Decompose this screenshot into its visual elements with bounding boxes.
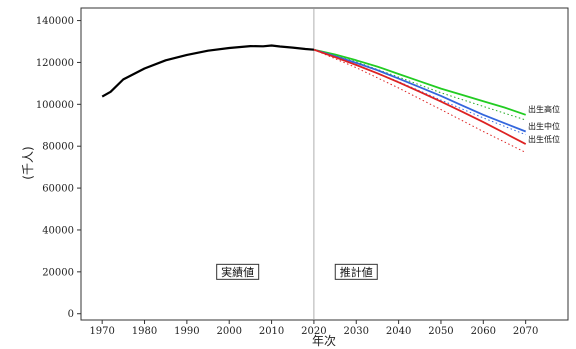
x-tick-label: 1980 (132, 326, 157, 337)
y-tick-label: 40000 (42, 225, 74, 236)
x-tick-label: 2020 (301, 326, 326, 337)
y-axis-title: (千人) (21, 146, 35, 179)
y-tick-label: 0 (68, 309, 74, 320)
y-axis-ticks: 0 20000 40000 60000 80000 100000 120000 140000 (36, 16, 81, 320)
x-tick-label: 2070 (513, 326, 538, 337)
annotation-box (334, 263, 378, 280)
x-axis-ticks: 1970 1980 1990 2000 2010 2020 2030 2040 2050 2060… (89, 320, 538, 337)
annotation-label: 実績値 (221, 265, 254, 279)
x-tick-label: 2000 (216, 326, 241, 337)
annotation-label: 推計値 (340, 265, 373, 279)
series-line-actual (101, 44, 314, 98)
x-axis-title: 年次 (312, 334, 336, 348)
x-tick-label: 1990 (174, 326, 199, 337)
plot-frame (80, 7, 569, 321)
y-tick-label: 60000 (42, 184, 74, 195)
y-tick-label: 20000 (42, 267, 74, 278)
series-line-high (313, 48, 526, 116)
x-tick-label: 2040 (386, 326, 411, 337)
legend-label-low: 出生低位 (528, 134, 560, 144)
x-tick-label: 1970 (89, 326, 114, 337)
series-line-mid (313, 48, 527, 133)
y-tick-label: 100000 (36, 100, 74, 111)
x-tick-label: 2060 (471, 326, 496, 337)
x-tick-label: 2050 (428, 326, 453, 337)
x-tick-label: 2030 (344, 326, 369, 337)
series-line-low (313, 48, 527, 145)
legend-label-high: 出生高位 (528, 104, 560, 114)
y-tick-label: 140000 (36, 16, 74, 27)
annotations: 実績値 推計値 (216, 263, 378, 280)
y-tick-label: 120000 (36, 58, 74, 69)
series-layer (101, 44, 527, 153)
series-line-low-dotted (313, 49, 526, 153)
annotation-box (216, 263, 260, 280)
legend-label-mid: 出生中位 (528, 121, 560, 131)
y-tick-label: 80000 (42, 142, 74, 153)
x-tick-label: 2010 (259, 326, 284, 337)
